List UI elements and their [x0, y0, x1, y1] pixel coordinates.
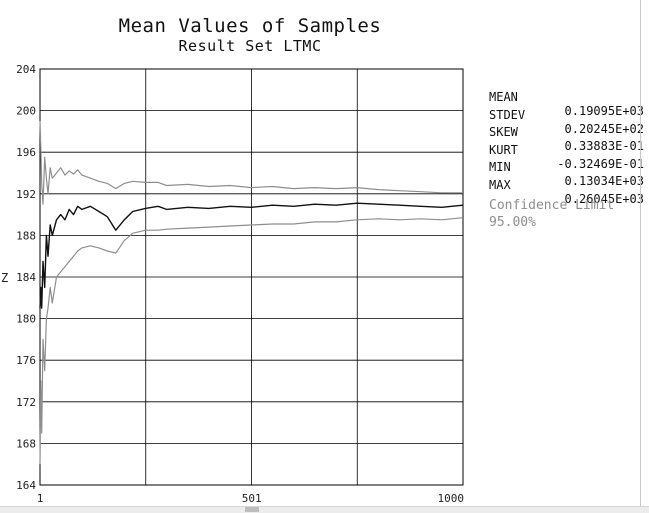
series-line-mean: [39, 202, 464, 309]
stat-row-kurt: KURT -0.32469E-01: [489, 129, 644, 171]
stat-row-max: MAX 0.26045E+03: [489, 164, 644, 206]
y-axis-label: Z: [1, 271, 8, 285]
stat-row-skew: SKEW 0.33883E-01: [489, 111, 644, 153]
stat-value: 0.20245E+02: [557, 121, 644, 136]
confidence-panel: Confidence Limit 95.00%: [489, 198, 614, 232]
stat-value: -0.32469E-01: [557, 156, 644, 171]
stat-name: SKEW: [489, 125, 518, 139]
x-tick-label: 501: [242, 492, 262, 505]
confidence-label: Confidence Limit: [489, 198, 615, 213]
y-tick-label: 168: [16, 437, 36, 450]
x-tick-label: 1000: [438, 492, 465, 505]
horizontal-scrollbar[interactable]: [0, 506, 649, 513]
stat-name: MIN: [489, 160, 511, 174]
x-tick-label: 1: [37, 492, 44, 505]
confidence-value: 95.00%: [489, 215, 536, 230]
y-tick-label: 176: [16, 354, 36, 367]
y-tick-label: 172: [16, 396, 36, 409]
statistics-panel: MEAN 0.19095E+03 STDEV 0.20245E+02 SKEW …: [489, 76, 644, 206]
y-tick-label: 204: [16, 63, 36, 76]
y-tick-label: 192: [16, 188, 36, 201]
stat-value: 0.19095E+03: [557, 104, 644, 118]
stat-name: MAX: [489, 177, 511, 192]
stat-name: KURT: [489, 142, 518, 157]
stat-name: MEAN: [489, 90, 518, 104]
stat-value: 0.33883E-01: [557, 139, 644, 153]
y-tick-label: 184: [16, 271, 36, 284]
chart-title: Mean Values of Samples: [118, 15, 382, 37]
y-tick-label: 164: [16, 479, 36, 492]
stat-row-mean: MEAN 0.19095E+03: [489, 76, 644, 118]
stat-value: 0.13034E+03: [557, 174, 644, 188]
series-line-upper-confidence-limit: [39, 120, 463, 205]
stat-name: STDEV: [489, 107, 526, 122]
stat-row-min: MIN 0.13034E+03: [489, 146, 644, 188]
series-line-lower-confidence-limit: [39, 217, 464, 465]
y-tick-label: 196: [16, 146, 36, 159]
scrollbar-thumb[interactable]: [245, 507, 259, 512]
stat-row-stdev: STDEV 0.20245E+02: [489, 94, 644, 136]
stat-value: 0.26045E+03: [557, 191, 644, 206]
window-border: [640, 0, 641, 512]
y-tick-label: 188: [16, 229, 36, 242]
y-tick-label: 180: [16, 313, 36, 326]
chart-subtitle: Result Set LTMC: [178, 37, 322, 55]
y-tick-label: 200: [16, 105, 36, 118]
